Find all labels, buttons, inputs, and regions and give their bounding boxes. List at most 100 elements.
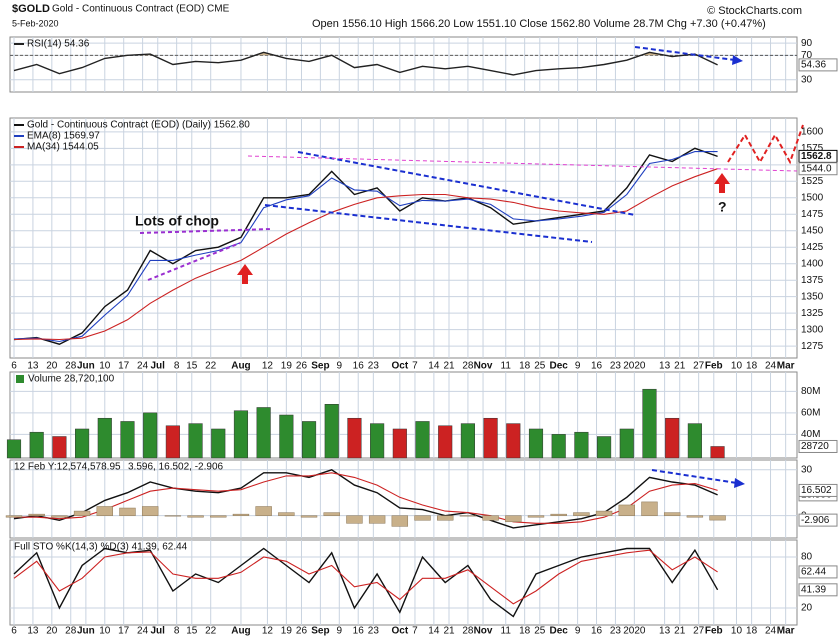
histogram-bar [187,515,204,518]
x-tick-label: 28 [462,361,474,372]
histogram-bar [618,504,635,516]
volume-bar [506,423,521,459]
panel [9,36,798,93]
histogram-bar [73,510,91,516]
histogram-bar [141,506,159,516]
y-tick-label: 60M [801,407,820,418]
x-tick-label: 23 [610,361,622,372]
x-tick-label: 12 [262,361,274,372]
x-tick-label: 22 [205,361,217,372]
y-tick-label: 1400 [801,258,824,269]
x-tick-label: Dec [550,626,569,637]
volume-bar [6,439,22,459]
histogram-bar [255,506,272,516]
legend-entry: EMA(8) 1569.97 [27,131,100,142]
last-value-box [798,58,838,72]
x-tick-label: Dec [550,361,569,372]
last-value-label: 1544.0 [801,163,832,174]
x-tick-label: 6 [11,361,17,372]
x-tick-label: Mar [777,626,795,637]
x-tick-label: 28 [65,361,77,372]
y-tick-label: 1275 [801,341,824,352]
date: 5-Feb-2020 [12,18,59,28]
legend-entry: MA(34) 1544.05 [27,142,99,153]
x-tick-label: 26 [296,361,308,372]
volume-bar [279,414,294,459]
x-tick-label: 9 [575,361,581,372]
x-tick-label: Jun [77,626,95,637]
y-tick-label: 1525 [801,176,824,187]
trend-line [651,469,738,484]
x-tick-label: 11 [501,361,512,372]
histogram-bar [527,515,545,518]
last-value-label: 62.44 [801,567,826,578]
up-arrow [237,264,253,284]
x-tick-label: 27 [693,626,705,637]
x-tick-label: 28 [462,626,474,637]
x-tick-label: 7 [412,361,418,372]
y-tick-label: 1300 [801,324,824,335]
histogram-bar [505,515,522,523]
histogram-bar [96,506,113,516]
x-tick-label: Oct [391,626,408,637]
x-tick-label: 6 [11,626,17,637]
x-tick-label: Jun [77,361,95,372]
y-tick-label: 30 [801,464,813,475]
volume-bar [143,412,158,459]
volume-bar [438,425,453,459]
histogram-bar [5,515,23,518]
x-tick-label: 13 [27,361,39,372]
volume-bar [574,431,589,459]
series-line [14,472,718,524]
x-tick-label: 25 [534,626,546,637]
trend-line [634,46,736,61]
histogram-bar [459,515,477,517]
projection [727,124,804,165]
series-line [13,549,718,605]
histogram-bar [573,512,590,516]
histogram-bar [232,513,250,516]
x-tick-label: 26 [296,626,308,637]
volume-bar [233,410,249,459]
trend-line [264,204,593,243]
trend-line [297,151,636,216]
trend-line [247,155,798,172]
last-value-box [798,583,838,597]
histogram-bar [51,515,68,518]
volume-bar [687,423,702,459]
volume-bar [642,388,657,459]
x-tick-label: 24 [137,626,149,637]
histogram-bar [482,515,499,521]
price-stats: Open 1556.10 High 1566.20 Low 1551.10 Cl… [312,18,766,30]
x-tick-label: 18 [519,626,531,637]
drawings [139,46,804,488]
y-tick-label: 1600 [801,126,824,137]
last-value-box [798,513,838,527]
series-line [13,51,718,76]
overbought-area [14,52,718,56]
y-tick-label: 80 [801,552,813,563]
volume-bar [551,434,566,459]
x-tick-label: 15 [186,361,198,372]
histogram-bar [641,501,658,516]
y-tick-label: 1350 [801,291,824,302]
x-tick-label: 28 [65,626,77,637]
volume-bar [665,417,680,459]
y-tick-label: 40M [801,429,820,440]
legend-entry: Volume 28,720,100 [28,374,115,385]
histogram-bar [323,512,340,516]
x-tick-label: 11 [501,626,512,637]
histogram-bar [709,515,726,521]
y-tick-label: 1475 [801,209,824,220]
up-arrow [714,173,730,193]
volume-bar [29,431,44,459]
panel [9,117,798,359]
histogram-bar [278,512,295,516]
x-tick-label: Feb [705,361,723,372]
y-tick-label: 1425 [801,242,824,253]
volume-bar [483,417,498,459]
histogram-bar [164,515,182,517]
y-tick-label: 1450 [801,225,824,236]
histogram-bar [550,513,567,516]
x-tick-label: 13 [659,361,671,372]
